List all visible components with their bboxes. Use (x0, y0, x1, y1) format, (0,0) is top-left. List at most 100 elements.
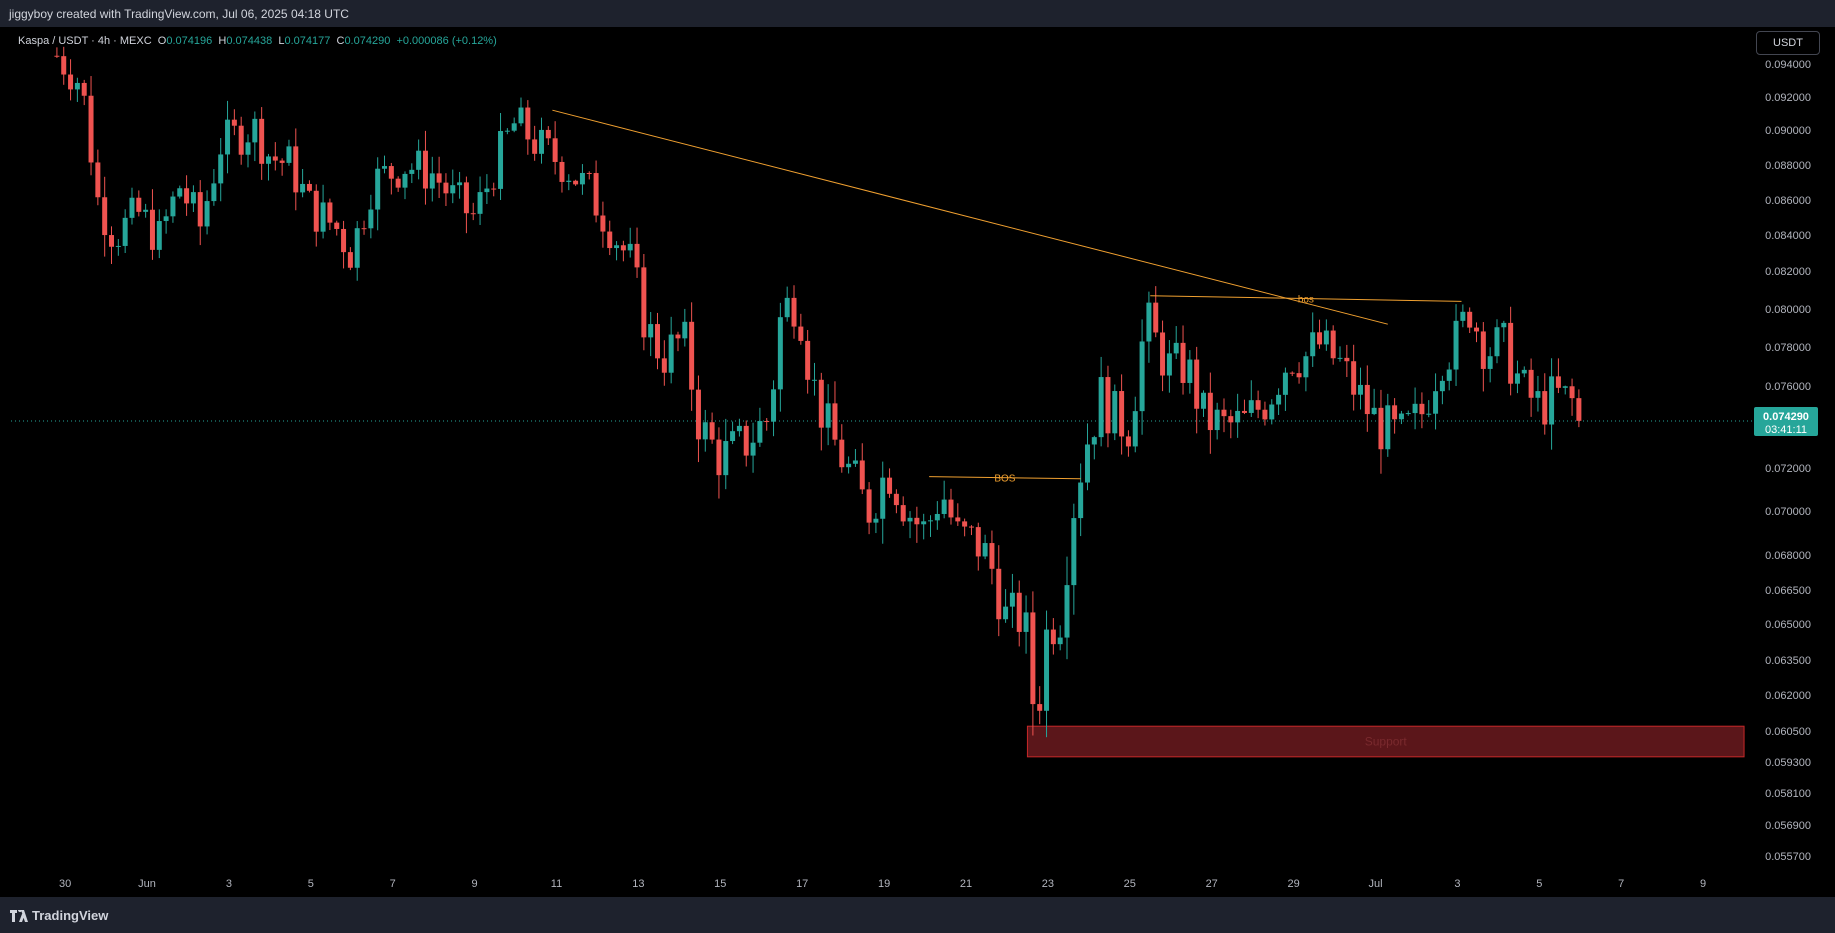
candle-body (887, 477, 893, 494)
candle-body (1112, 391, 1118, 434)
candle-body (402, 173, 408, 188)
date-tick-label: Jun (138, 878, 156, 890)
candle-body (1016, 592, 1022, 632)
candle-body (723, 441, 729, 476)
candle-body (962, 521, 968, 527)
candle-body (1064, 585, 1070, 638)
candle-body (600, 215, 606, 232)
candle-body (450, 185, 456, 194)
candle-body (354, 228, 360, 268)
candle-body (177, 188, 183, 197)
candle-body (798, 326, 804, 341)
candle-body (1084, 444, 1090, 483)
candle-body (818, 379, 824, 428)
candle-body (682, 321, 688, 339)
price-tick-label: 0.080000 (1765, 304, 1811, 316)
date-tick-label: 19 (878, 878, 890, 890)
candle-body (1091, 437, 1097, 445)
date-tick-label: 27 (1206, 878, 1218, 890)
candle-body (948, 499, 954, 518)
price-tick-label: 0.068000 (1765, 550, 1811, 562)
candle-body (1330, 330, 1336, 359)
candle-body (334, 222, 340, 229)
symbol-legend: Kaspa / USDT · 4h · MEXC O0.074196 H0.07… (18, 35, 497, 47)
open-value: 0.074196 (166, 35, 213, 47)
date-tick-label: 25 (1124, 878, 1136, 890)
candle-body (95, 162, 101, 198)
candle-body (1050, 629, 1056, 645)
currency-button[interactable]: USDT (1756, 31, 1820, 55)
candle-body (272, 156, 278, 161)
candle-body (743, 425, 749, 456)
change-value: +0.000086 (+0.12%) (396, 35, 497, 47)
candle-body (1146, 302, 1152, 342)
candle-body (641, 267, 647, 338)
candle-body (538, 129, 544, 154)
trendline (552, 109, 1388, 325)
candle-body (941, 499, 947, 514)
candle-body (409, 169, 415, 174)
candle-body (1248, 400, 1254, 413)
candle-body (1569, 386, 1575, 399)
candle-body (559, 161, 565, 182)
price-tick-label: 0.065000 (1765, 619, 1811, 631)
candle-body (184, 188, 190, 204)
date-tick-label: 13 (632, 878, 644, 890)
candle-body (1071, 518, 1077, 586)
candle-body (463, 182, 469, 214)
candle-body (313, 190, 319, 232)
candle-body (1262, 409, 1268, 420)
candle-body (1180, 342, 1186, 383)
candle-body (143, 209, 149, 212)
price-tick-label: 0.063500 (1765, 655, 1811, 667)
tradingview-logo[interactable]: TradingView (10, 908, 108, 923)
candle-body (1562, 386, 1568, 388)
candle-body (825, 403, 831, 428)
candle-body (839, 439, 845, 468)
candle-body (1405, 413, 1411, 415)
candle-body (620, 245, 626, 251)
candle-body (170, 196, 176, 217)
candle-body (607, 231, 613, 249)
candle-body (1514, 373, 1520, 384)
candle-body (736, 425, 742, 432)
low-label: L (278, 35, 285, 47)
date-tick-label: 9 (472, 878, 478, 890)
candle-body (388, 166, 394, 179)
candle-body (1023, 612, 1029, 632)
candle-body (1542, 391, 1548, 425)
candle-body (934, 513, 940, 521)
candle-body (1030, 612, 1036, 705)
candle-body (279, 160, 285, 163)
price-axis[interactable] (1754, 27, 1835, 897)
candle-body (341, 228, 347, 253)
date-tick-label: 7 (390, 878, 396, 890)
candle-body (1044, 629, 1050, 711)
candle-body (1419, 403, 1425, 415)
last-price-value: 0.074290 (1763, 411, 1809, 423)
attribution-text: jiggyboy created with TradingView.com, J… (9, 7, 349, 21)
candle-body (695, 389, 701, 440)
candle-body (382, 166, 388, 169)
candle-body (586, 172, 592, 174)
candle-body (1119, 391, 1125, 437)
candle-body (1187, 359, 1193, 383)
candle-body (61, 56, 67, 75)
symbol-name: Kaspa / USDT · 4h · MEXC (18, 35, 152, 47)
candle-body (1303, 356, 1309, 378)
candle-body (1160, 332, 1166, 376)
candle-body (573, 180, 579, 185)
candle-body (1487, 356, 1493, 369)
date-tick-label: 5 (1536, 878, 1542, 890)
attribution-bar: jiggyboy created with TradingView.com, J… (0, 0, 1835, 27)
candle-body (136, 197, 142, 212)
candle-body (1037, 704, 1043, 711)
candle-body (1276, 394, 1282, 405)
price-tick-label: 0.088000 (1765, 160, 1811, 172)
candle-body (764, 421, 770, 423)
candle-body (320, 202, 326, 232)
candle-body (1378, 407, 1384, 450)
candle-body (900, 505, 906, 522)
high-value: 0.074438 (226, 35, 273, 47)
candle-body (525, 107, 531, 140)
